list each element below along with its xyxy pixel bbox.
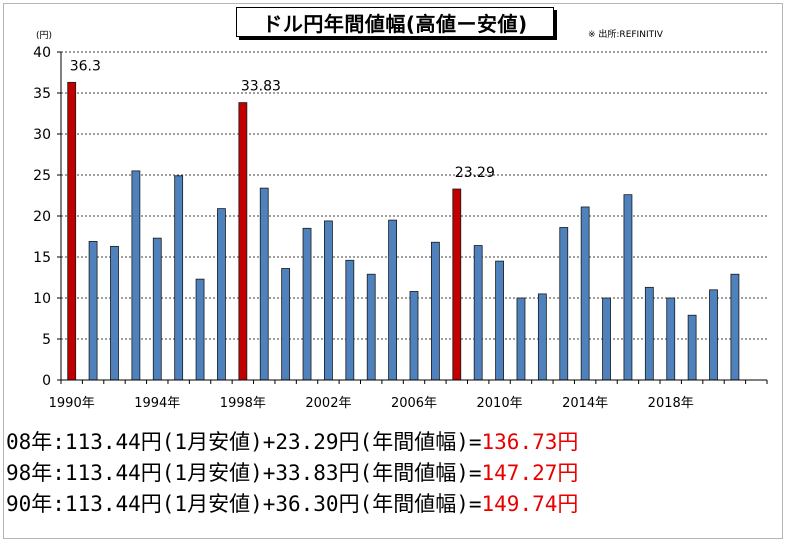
x-tick-label: 2002年 xyxy=(305,396,351,411)
summary-block: 08年:113.44円(1月安値)+23.29円(年間値幅)=136.73円 9… xyxy=(6,427,788,520)
bar xyxy=(709,289,718,381)
y-axis-unit: (円) xyxy=(36,31,53,41)
bar xyxy=(152,237,162,381)
summary-prefix: 08年:113.44円(1月安値)+23.29円(年間値幅)= xyxy=(6,430,482,454)
bar xyxy=(388,219,398,381)
data-label: 33.83 xyxy=(241,79,281,95)
y-tick-label: 10 xyxy=(33,291,51,307)
bar xyxy=(687,314,697,381)
x-tick-label: 2006年 xyxy=(391,396,437,411)
bar xyxy=(345,259,355,381)
y-tick-label: 0 xyxy=(42,373,51,389)
x-tick-label: 1994年 xyxy=(134,396,180,411)
y-tick-label: 20 xyxy=(33,209,51,225)
bar xyxy=(110,245,119,381)
summary-prefix: 98年:113.44円(1月安値)+33.83円(年間値幅)= xyxy=(6,461,482,485)
chart-title: ドル円年間値幅(高値ー安値) xyxy=(236,7,554,37)
bar xyxy=(430,241,440,381)
bar xyxy=(88,241,98,381)
summary-line: 90年:113.44円(1月安値)+36.30円(年間値幅)=149.74円 xyxy=(6,489,788,520)
y-tick-label: 5 xyxy=(42,332,51,348)
bar xyxy=(602,297,611,381)
bar xyxy=(174,175,184,381)
figure-frame xyxy=(3,3,783,539)
x-tick-label: 1990年 xyxy=(49,396,95,411)
bar-highlight xyxy=(452,188,462,381)
summary-prefix: 90年:113.44円(1月安値)+36.30円(年間値幅)= xyxy=(6,492,482,516)
bar xyxy=(195,278,205,381)
summary-result: 136.73円 xyxy=(481,430,579,454)
bar xyxy=(537,293,547,381)
bar xyxy=(495,260,504,381)
data-label: 23.29 xyxy=(455,165,495,181)
y-tick-label: 25 xyxy=(33,168,51,184)
summary-line: 98年:113.44円(1月安値)+33.83円(年間値幅)=147.27円 xyxy=(6,458,788,489)
y-tick-label: 40 xyxy=(33,45,51,61)
y-tick-label: 35 xyxy=(33,86,51,102)
x-tick-label: 2018年 xyxy=(648,396,694,411)
bar xyxy=(281,268,291,381)
summary-result: 147.27円 xyxy=(481,461,579,485)
axes xyxy=(57,51,768,384)
bar-highlight xyxy=(67,81,77,381)
bar xyxy=(730,273,740,381)
bar xyxy=(217,208,226,381)
bar xyxy=(409,291,419,381)
y-tick-label: 15 xyxy=(33,250,51,266)
bar-chart: 0 5 10 15 20 25 30 35 40 1990年 1994年 1998年 2002年 2006… xyxy=(33,45,768,411)
x-tick-label: 2010年 xyxy=(477,396,523,411)
x-tick-label: 2014年 xyxy=(562,396,608,411)
summary-result: 149.74円 xyxy=(481,492,579,516)
data-label: 36.3 xyxy=(70,58,101,74)
bar xyxy=(302,227,312,381)
bar xyxy=(516,297,526,381)
bars xyxy=(67,81,740,381)
bar-highlight xyxy=(238,102,248,381)
summary-line: 08年:113.44円(1月安値)+23.29円(年間値幅)=136.73円 xyxy=(6,427,788,458)
bar xyxy=(324,220,333,381)
bar xyxy=(131,170,141,381)
y-tick-label: 30 xyxy=(33,127,51,143)
source-note: ※ 出所:REFINITIV xyxy=(588,30,663,40)
bar xyxy=(580,206,590,381)
bar xyxy=(259,187,269,381)
bar xyxy=(473,245,483,381)
bar xyxy=(623,194,633,381)
x-tick-label: 1998年 xyxy=(220,396,266,411)
labels: 0 5 10 15 20 25 30 35 40 1990年 1994年 1998年 2002年 2006… xyxy=(33,45,694,411)
bar xyxy=(559,227,569,381)
bar xyxy=(666,297,676,381)
bar xyxy=(644,286,654,381)
bar xyxy=(366,273,376,381)
